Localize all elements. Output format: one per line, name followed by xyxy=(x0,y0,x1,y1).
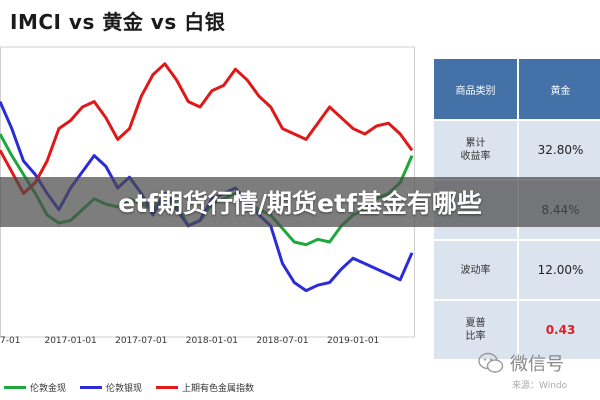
x-tick-label: 7-01 xyxy=(0,336,20,346)
x-tick-label: 2017-01-01 xyxy=(44,336,96,346)
watermark-main: 微信号 xyxy=(510,354,564,375)
legend-item: 上期有色金属指数 xyxy=(156,381,254,394)
legend-item: 伦敦银现 xyxy=(80,381,142,394)
table-row: 夏普 比率 0.43 xyxy=(432,299,600,361)
overlay-text: etf期货行情/期货etf基金有哪些 xyxy=(118,189,482,218)
legend-label: 伦敦金现 xyxy=(30,383,67,394)
overlay-banner: etf期货行情/期货etf基金有哪些 xyxy=(0,177,600,227)
header-gold: 黄金 xyxy=(517,57,600,121)
wechat-icon xyxy=(478,352,504,373)
legend-label: 伦敦银现 xyxy=(106,383,143,394)
x-tick-label: 2017-07-01 xyxy=(115,336,167,346)
row-label: 累计 收益率 xyxy=(432,119,519,181)
watermark-sub: 来源：Windo xyxy=(512,381,568,391)
x-tick-label: 2018-07-01 xyxy=(256,336,308,346)
legend-swatch xyxy=(4,385,26,389)
series-line-2 xyxy=(0,62,414,195)
legend-swatch xyxy=(156,385,179,389)
x-tick-label: 2019-01-01 xyxy=(327,336,379,346)
x-tick-label: 2018-01-01 xyxy=(186,336,238,346)
row-value: 12.00% xyxy=(517,239,600,301)
header-category: 商品类别 xyxy=(432,57,519,121)
legend-item: 伦敦金现 xyxy=(4,381,66,394)
row-label: 夏普 比率 xyxy=(432,299,519,361)
row-value: 0.43 xyxy=(517,299,600,361)
chart-legend: 伦敦金现 伦敦银现 上期有色金属指数 xyxy=(4,378,268,396)
table-row: 波动率 12.00% xyxy=(432,239,600,301)
table-row: 累计 收益率 32.80% xyxy=(432,119,600,181)
wechat-watermark: 微信号 来源：Windo xyxy=(478,348,600,398)
row-label: 波动率 xyxy=(432,239,519,301)
row-value: 32.80% xyxy=(517,119,600,181)
legend-swatch xyxy=(80,385,103,389)
chart-title: IMCI vs 黄金 vs 白银 xyxy=(10,10,226,34)
legend-label: 上期有色金属指数 xyxy=(182,383,255,394)
